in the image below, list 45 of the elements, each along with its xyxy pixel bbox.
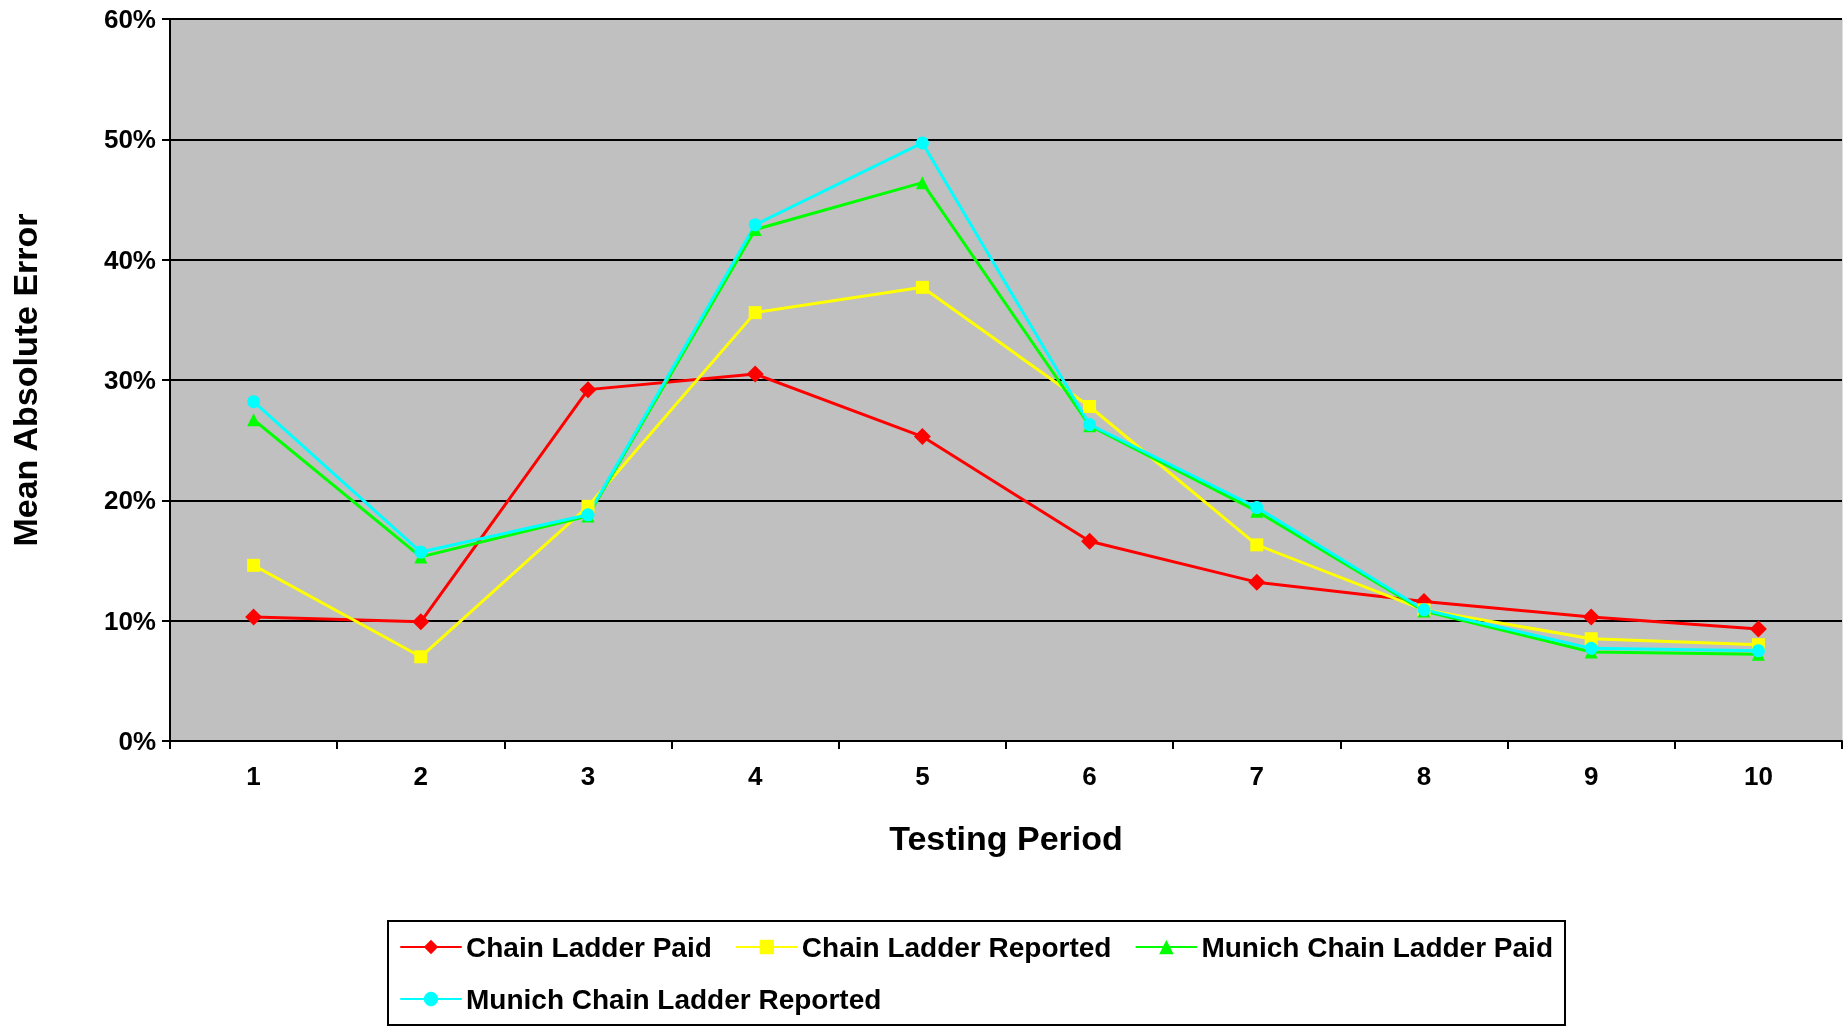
point: [915, 280, 929, 294]
point: [579, 381, 597, 399]
point: [1081, 532, 1099, 550]
y-tick-label: 30%: [103, 365, 156, 395]
x-tick-label: 1: [246, 761, 261, 791]
point: [915, 176, 929, 190]
x-tick-label: 9: [1583, 761, 1599, 791]
legend-label: Chain Ladder Reported: [801, 931, 1112, 963]
point: [412, 613, 430, 631]
x-tick-label: 10: [1743, 761, 1773, 791]
x-tick-label: 4: [747, 761, 763, 791]
point: [414, 545, 428, 559]
legend-label: Munich Chain Ladder Reported: [466, 983, 882, 1015]
point: [247, 413, 261, 427]
point: [748, 218, 762, 232]
x-tick-label: 5: [915, 761, 930, 791]
y-tick-label: 50%: [103, 124, 156, 155]
y-tick-label: 40%: [103, 244, 156, 275]
y-tick-label: 20%: [103, 485, 156, 516]
point: [1582, 608, 1600, 626]
x-tick-label: 7: [1249, 761, 1265, 791]
x-tick-label: 2: [413, 761, 429, 791]
legend-label: Munich Chain Ladder Paid: [1201, 931, 1553, 963]
point: [1248, 573, 1266, 591]
y-tick-label: 0%: [118, 726, 156, 756]
point: [247, 558, 261, 572]
point: [414, 650, 428, 664]
point: [1083, 399, 1097, 413]
point: [245, 608, 263, 626]
x-tick-label: 6: [1082, 761, 1097, 791]
y-tick-label: 10%: [103, 605, 156, 636]
x-tick-label: 3: [580, 761, 596, 791]
point: [913, 428, 931, 446]
x-tick-label: 8: [1416, 761, 1432, 791]
point: [1749, 620, 1767, 638]
legend-label: Chain Ladder Paid: [466, 931, 712, 963]
point: [1584, 641, 1598, 655]
y-tick-label: 60%: [103, 4, 156, 34]
point: [748, 306, 762, 320]
y-axis-title: Mean Absolute Error: [6, 213, 44, 547]
point: [1250, 538, 1264, 552]
point: [746, 365, 764, 383]
x-axis-title: Testing Period: [889, 819, 1123, 857]
point: [915, 136, 929, 150]
point: [247, 395, 261, 409]
